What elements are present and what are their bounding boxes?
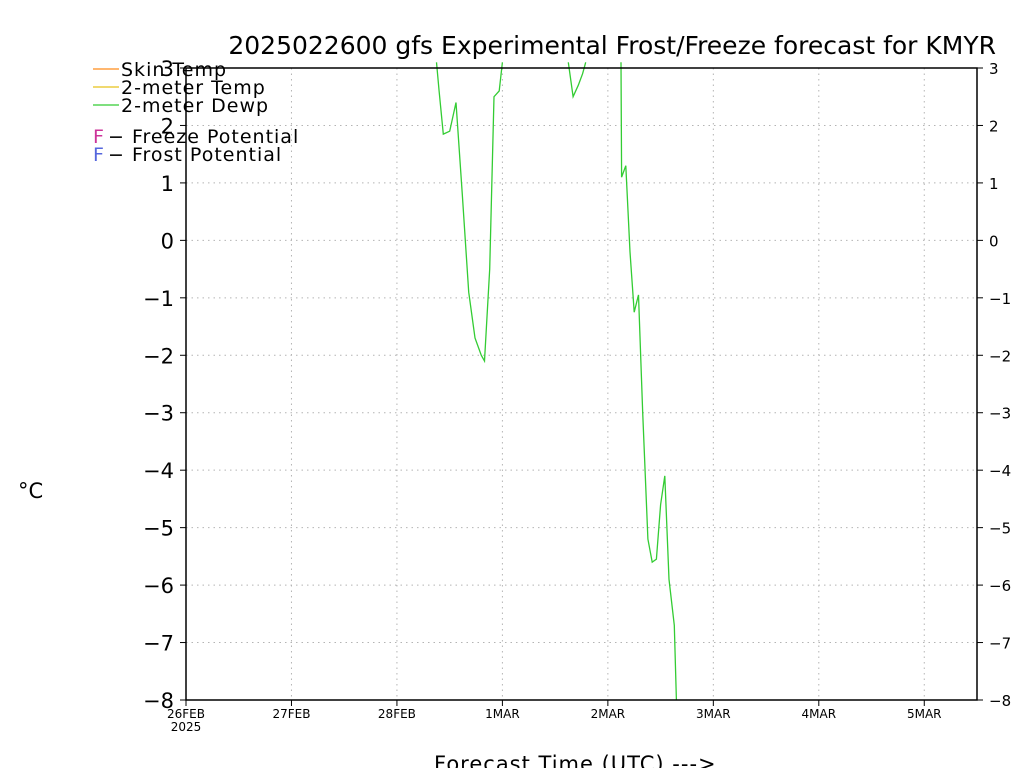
legend-label: 2-meter Temp bbox=[121, 77, 266, 99]
potential-label: − Frost Potential bbox=[108, 144, 282, 166]
x-tick-label: 4MAR bbox=[802, 707, 837, 721]
y-tick-label-right: 2 bbox=[989, 117, 999, 135]
potential-label: − Freeze Potential bbox=[108, 126, 299, 148]
legend-label: 2-meter Dewp bbox=[121, 95, 269, 117]
plot-frame bbox=[185, 67, 978, 701]
y-tick-label-left: −8 bbox=[143, 689, 174, 713]
y-tick-label-right: −3 bbox=[989, 405, 1011, 423]
y-tick-label-right: −1 bbox=[989, 290, 1011, 308]
axis-labels: 3 3 2 2 1 1 0 0 −1 −1 −2 −2 −3 −3 −4 −4 −5 −5 −6 −6 −7 −7 −8 −8… bbox=[143, 57, 1011, 734]
series-line-dewpoint bbox=[620, 62, 678, 701]
x-tick-label: 26FEB bbox=[167, 707, 205, 721]
y-tick-label-right: −2 bbox=[989, 347, 1011, 365]
y-tick-label-left: −2 bbox=[143, 344, 174, 368]
y-tick-label-left: −5 bbox=[143, 517, 174, 541]
y-tick-label-left: −6 bbox=[143, 574, 174, 598]
y-tick-label-right: 3 bbox=[989, 60, 999, 78]
y-tick-label-right: −6 bbox=[989, 577, 1011, 595]
y-tick-label-left: 3 bbox=[161, 57, 174, 81]
x-tick-label: 3MAR bbox=[696, 707, 731, 721]
x-tick-label: 28FEB bbox=[378, 707, 416, 721]
y-tick-label-right: −8 bbox=[989, 692, 1011, 710]
y-tick-label-right: −7 bbox=[989, 635, 1011, 653]
series-line-dewpoint bbox=[435, 62, 504, 364]
y-axis-label: °C bbox=[18, 479, 43, 503]
y-tick-label-right: −5 bbox=[989, 520, 1011, 538]
y-tick-label-left: −7 bbox=[143, 632, 174, 656]
x-tick-label: 5MAR bbox=[907, 707, 942, 721]
series-line-dewpoint bbox=[567, 62, 587, 100]
potential-marker: F bbox=[93, 144, 105, 166]
y-tick-label-left: 0 bbox=[161, 229, 174, 253]
y-tick-label-left: 1 bbox=[161, 172, 174, 196]
grid-lines bbox=[186, 68, 977, 700]
y-tick-label-right: 1 bbox=[989, 175, 999, 193]
y-tick-label-left: −1 bbox=[143, 287, 174, 311]
series-lines bbox=[435, 62, 678, 701]
x-tick-sublabel: 2025 bbox=[171, 720, 202, 734]
y-tick-label-right: 0 bbox=[989, 232, 999, 250]
x-axis-label: Forecast Time (UTC) ---> bbox=[434, 752, 717, 768]
x-tick-label: 2MAR bbox=[591, 707, 626, 721]
y-tick-label-left: −4 bbox=[143, 459, 174, 483]
y-tick-label-right: −4 bbox=[989, 462, 1011, 480]
axis-ticks bbox=[180, 67, 983, 706]
legend-label: Skin Temp bbox=[121, 59, 227, 81]
x-tick-label: 27FEB bbox=[272, 707, 310, 721]
potential-marker: F bbox=[93, 126, 105, 148]
chart-title: 2025022600 gfs Experimental Frost/Freeze… bbox=[228, 31, 996, 60]
x-tick-label: 1MAR bbox=[485, 707, 520, 721]
y-tick-label-left: −3 bbox=[143, 402, 174, 426]
y-tick-label-left: 2 bbox=[161, 114, 174, 138]
